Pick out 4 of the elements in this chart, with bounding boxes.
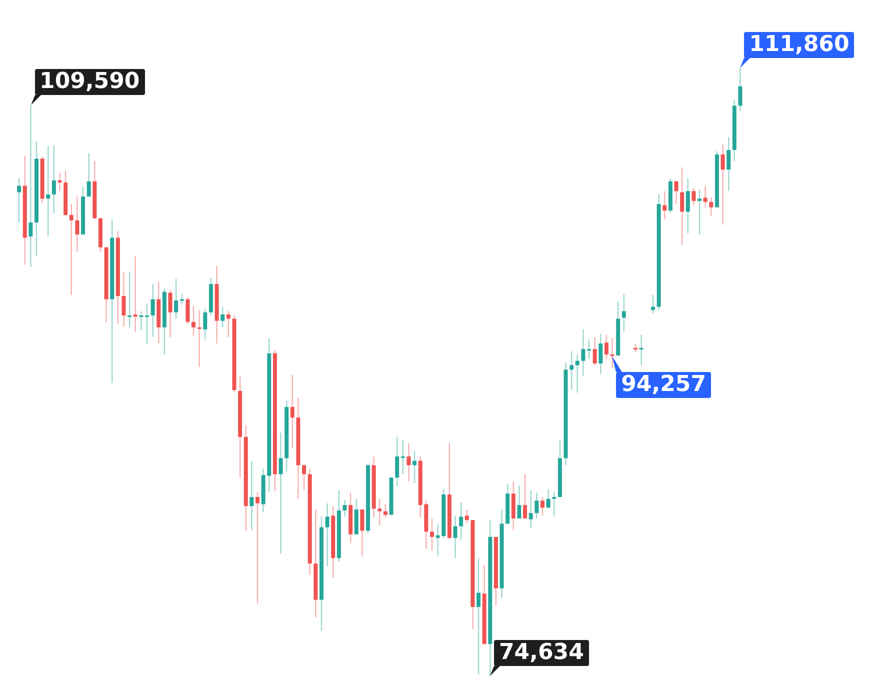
annotation: 94,257 xyxy=(616,372,712,398)
text: 111,860 xyxy=(744,32,854,58)
annotation: 109,590 xyxy=(34,69,145,96)
annotation: 74,634 xyxy=(494,640,589,666)
